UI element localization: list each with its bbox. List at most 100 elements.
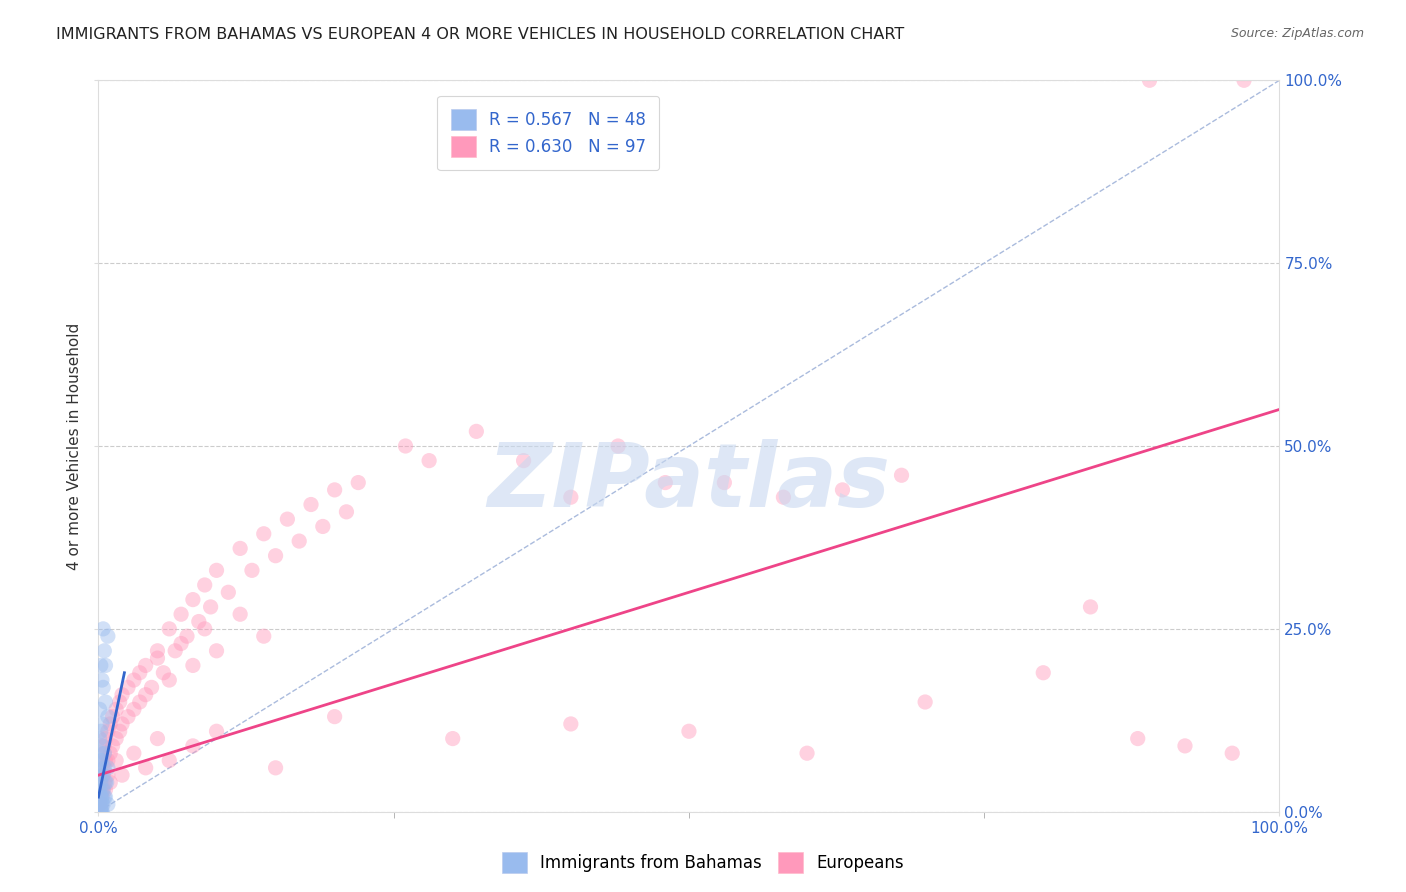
Point [1126,731,1149,746]
Point [335,505,357,519]
Point [89,805,111,819]
Point [181,592,204,607]
Point [176,629,198,643]
Y-axis label: 4 or more Vehicles in Household: 4 or more Vehicles in Household [67,322,83,570]
Point [89,805,111,819]
Point [323,709,346,723]
Point [91,782,114,797]
Point [90,775,112,789]
Point [93,790,115,805]
Point [299,498,322,512]
Point [512,453,534,467]
Point [89,782,111,797]
Point [111,688,134,702]
Point [796,746,818,760]
Point [141,681,163,695]
Point [91,754,114,768]
Point [98,775,121,789]
Point [117,709,139,723]
Point [94,775,117,789]
Point [94,754,117,768]
Point [89,805,111,819]
Point [91,768,114,782]
Point [117,681,139,695]
Point [276,512,298,526]
Point [1174,739,1197,753]
Point [1220,746,1243,760]
Point [157,754,180,768]
Point [831,483,853,497]
Point [122,702,145,716]
Point [240,563,263,577]
Point [98,717,121,731]
Point [108,695,131,709]
Point [560,490,582,504]
Point [91,790,114,805]
Point [89,768,111,782]
Point [713,475,735,490]
Point [90,724,112,739]
Point [418,453,440,467]
Point [89,797,111,812]
Point [253,526,276,541]
Point [89,702,111,716]
Point [90,746,112,760]
Point [890,468,912,483]
Point [91,761,114,775]
Point [97,768,120,782]
Point [122,746,145,760]
Point [1032,665,1054,680]
Legend: Immigrants from Bahamas, Europeans: Immigrants from Bahamas, Europeans [495,846,911,880]
Point [90,797,112,812]
Point [98,746,121,760]
Point [89,797,111,812]
Point [165,644,187,658]
Text: ZIPatlas: ZIPatlas [488,439,890,526]
Point [90,805,112,819]
Point [93,644,115,658]
Point [96,775,118,789]
Point [264,549,287,563]
Point [93,746,115,760]
Point [560,717,582,731]
Point [91,782,114,797]
Point [205,563,228,577]
Point [94,658,117,673]
Point [654,475,676,490]
Point [90,790,112,805]
Point [90,797,112,812]
Point [194,578,217,592]
Point [170,607,193,622]
Point [97,761,120,775]
Point [91,782,114,797]
Point [91,673,114,687]
Point [128,695,150,709]
Point [678,724,700,739]
Point [108,724,131,739]
Point [1080,599,1102,614]
Point [91,805,114,819]
Point [152,665,174,680]
Point [253,629,276,643]
Point [181,739,204,753]
Point [170,636,193,650]
Point [465,425,488,439]
Point [111,768,134,782]
Point [97,754,120,768]
Point [91,681,114,695]
Point [97,629,120,643]
Point [181,658,204,673]
Point [264,761,287,775]
Point [772,490,794,504]
Point [90,775,112,789]
Point [90,805,112,819]
Point [101,709,124,723]
Point [1233,73,1256,87]
Point [97,724,120,739]
Point [146,644,169,658]
Point [89,790,111,805]
Point [146,651,169,665]
Point [288,534,311,549]
Point [91,805,114,819]
Point [157,622,180,636]
